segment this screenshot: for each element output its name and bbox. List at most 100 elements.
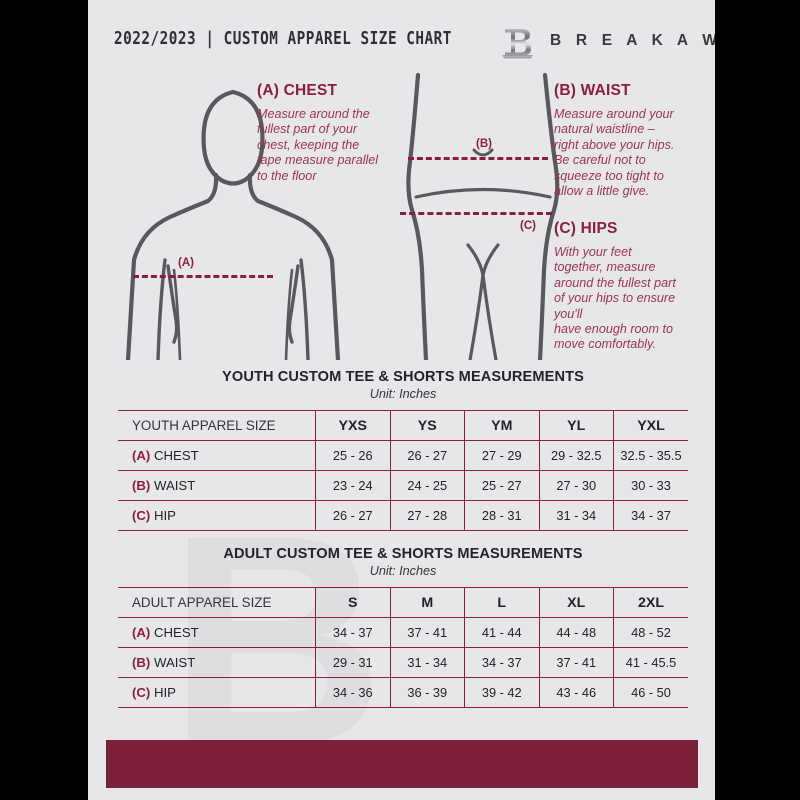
- measurement-diagram: (A): [88, 62, 715, 362]
- row-name: HIP: [153, 508, 176, 523]
- youth-waist-3: 27 - 30: [538, 470, 614, 501]
- table-row: (C) HIP 34 - 36 36 - 39 39 - 42 43 - 46 …: [118, 677, 688, 708]
- youth-hip-2: 28 - 31: [464, 500, 539, 531]
- adult-table-unit: Unit: Inches: [369, 564, 437, 578]
- adult-col-2: L: [464, 587, 539, 618]
- row-name: CHEST: [153, 625, 199, 640]
- hip-measure-line: [400, 212, 552, 215]
- info-block-waist: (B) WAIST Measure around your natural wa…: [554, 82, 706, 199]
- youth-waist-1: 24 - 25: [389, 470, 465, 501]
- youth-waist-4: 30 - 33: [613, 470, 688, 501]
- row-marker: (A): [132, 625, 151, 640]
- row-name: HIP: [153, 685, 176, 700]
- adult-col-4: 2XL: [613, 587, 688, 618]
- adult-chest-2: 41 - 44: [464, 617, 539, 648]
- adult-chest-4: 48 - 52: [613, 617, 688, 648]
- adult-hip-0: 34 - 36: [315, 677, 390, 708]
- adult-table-section: ADULT CUSTOM TEE & SHORTS MEASUREMENTS U…: [118, 546, 688, 708]
- adult-row-chest-label: (A) CHEST: [118, 617, 316, 648]
- info-body-waist: Measure around your natural waistline – …: [554, 107, 675, 199]
- info-title-chest: (A) CHEST: [257, 82, 338, 99]
- adult-hip-2: 39 - 42: [464, 677, 539, 708]
- adult-size-table: ADULT APPAREL SIZE S M L XL 2XL (A) CHES…: [118, 587, 688, 708]
- waist-measure-line: [408, 157, 548, 160]
- info-body-hips: With your feet together, measure around …: [554, 245, 676, 352]
- adult-waist-3: 37 - 41: [538, 647, 614, 678]
- info-block-hips: (C) HIPS With your feet together, measur…: [554, 220, 706, 353]
- youth-hip-3: 31 - 34: [538, 500, 614, 531]
- youth-table-title: YOUTH CUSTOM TEE & SHORTS MEASUREMENTS: [222, 369, 584, 385]
- youth-table-unit: Unit: Inches: [369, 387, 437, 401]
- waist-measure-label: (B): [476, 138, 492, 150]
- adult-hip-3: 43 - 46: [538, 677, 614, 708]
- adult-chest-1: 37 - 41: [389, 617, 465, 648]
- hip-measure-label: (C): [520, 220, 536, 232]
- youth-col-2: YM: [464, 410, 539, 441]
- adult-size-label: ADULT APPAREL SIZE: [118, 587, 316, 618]
- table-row: (A) CHEST 25 - 26 26 - 27 27 - 29 29 - 3…: [118, 440, 688, 471]
- youth-chest-0: 25 - 26: [315, 440, 390, 471]
- adult-waist-2: 34 - 37: [464, 647, 539, 678]
- youth-waist-0: 23 - 24: [315, 470, 390, 501]
- youth-col-3: YL: [538, 410, 614, 441]
- adult-table-title: ADULT CUSTOM TEE & SHORTS MEASUREMENTS: [223, 546, 583, 562]
- youth-col-4: YXL: [613, 410, 688, 441]
- info-block-chest: (A) CHEST Measure around the fullest par…: [257, 82, 417, 184]
- table-row: (A) CHEST 34 - 37 37 - 41 41 - 44 44 - 4…: [118, 617, 688, 648]
- youth-col-0: YXS: [315, 410, 390, 441]
- youth-row-waist-label: (B) WAIST: [118, 470, 316, 501]
- row-marker: (B): [132, 478, 151, 493]
- adult-hip-4: 46 - 50: [613, 677, 688, 708]
- footer-bar: [106, 740, 698, 788]
- info-body-chest: Measure around the fullest part of your …: [257, 107, 379, 183]
- adult-chest-3: 44 - 48: [538, 617, 614, 648]
- row-name: WAIST: [153, 478, 196, 493]
- youth-row-hip-label: (C) HIP: [118, 500, 316, 531]
- table-row: (B) WAIST 23 - 24 24 - 25 25 - 27 27 - 3…: [118, 470, 688, 501]
- breakaway-logo-icon: [502, 29, 533, 59]
- youth-size-label: YOUTH APPAREL SIZE: [118, 410, 316, 441]
- adult-waist-0: 29 - 31: [315, 647, 390, 678]
- adult-col-0: S: [315, 587, 390, 618]
- size-chart-page: B 2022/2023 | CUSTOM APPAREL SIZE CHART: [88, 0, 715, 800]
- chest-measure-line: [133, 275, 273, 278]
- youth-chest-2: 27 - 29: [464, 440, 539, 471]
- youth-hip-4: 34 - 37: [613, 500, 688, 531]
- adult-waist-1: 31 - 34: [389, 647, 465, 678]
- adult-chest-0: 34 - 37: [315, 617, 390, 648]
- youth-col-1: YS: [389, 410, 465, 441]
- row-marker: (B): [132, 655, 151, 670]
- adult-col-3: XL: [538, 587, 614, 618]
- lower-body-figure: [406, 72, 560, 360]
- chest-measure-label: (A): [178, 257, 194, 269]
- adult-hip-1: 36 - 39: [389, 677, 465, 708]
- youth-hip-0: 26 - 27: [315, 500, 390, 531]
- row-marker: (C): [132, 685, 151, 700]
- youth-hip-1: 27 - 28: [389, 500, 465, 531]
- youth-chest-4: 32.5 - 35.5: [613, 440, 688, 471]
- youth-chest-3: 29 - 32.5: [538, 440, 614, 471]
- table-header-row: ADULT APPAREL SIZE S M L XL 2XL: [118, 587, 688, 618]
- table-header-row: YOUTH APPAREL SIZE YXS YS YM YL YXL: [118, 410, 688, 441]
- row-name: WAIST: [153, 655, 196, 670]
- adult-waist-4: 41 - 45.5: [613, 647, 688, 678]
- brand-name: B R E A K A W A Y: [550, 32, 715, 49]
- row-marker: (A): [132, 448, 151, 463]
- row-marker: (C): [132, 508, 151, 523]
- youth-row-chest-label: (A) CHEST: [118, 440, 316, 471]
- page-header: 2022/2023 | CUSTOM APPAREL SIZE CHART B …: [88, 22, 715, 62]
- youth-size-table: YOUTH APPAREL SIZE YXS YS YM YL YXL (A) …: [118, 410, 688, 531]
- youth-waist-2: 25 - 27: [464, 470, 539, 501]
- adult-row-hip-label: (C) HIP: [118, 677, 316, 708]
- table-row: (B) WAIST 29 - 31 31 - 34 34 - 37 37 - 4…: [118, 647, 688, 678]
- row-name: CHEST: [153, 448, 199, 463]
- adult-row-waist-label: (B) WAIST: [118, 647, 316, 678]
- table-row: (C) HIP 26 - 27 27 - 28 28 - 31 31 - 34 …: [118, 500, 688, 531]
- youth-table-section: YOUTH CUSTOM TEE & SHORTS MEASUREMENTS U…: [118, 369, 688, 531]
- page-title: 2022/2023 | CUSTOM APPAREL SIZE CHART: [114, 29, 452, 49]
- info-title-hips: (C) HIPS: [554, 220, 618, 237]
- info-title-waist: (B) WAIST: [554, 82, 631, 99]
- adult-col-1: M: [389, 587, 465, 618]
- youth-chest-1: 26 - 27: [389, 440, 465, 471]
